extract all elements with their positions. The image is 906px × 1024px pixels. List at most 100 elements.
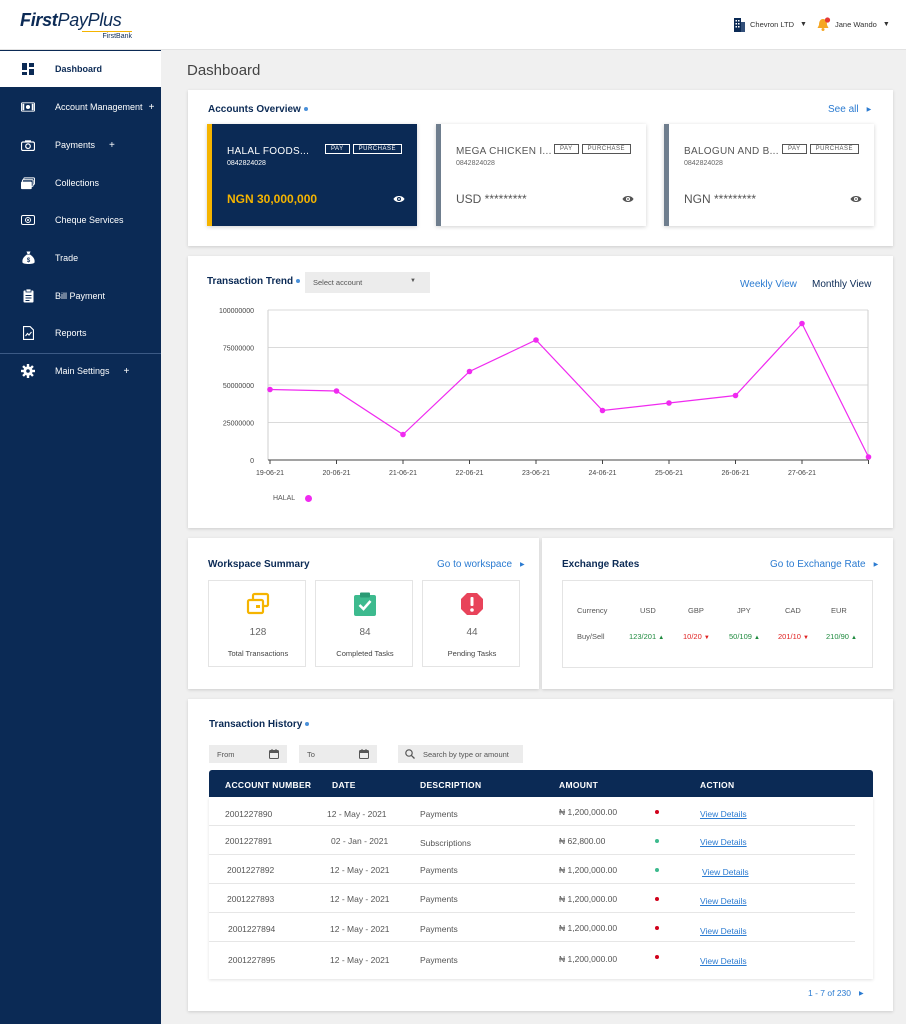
account-card[interactable]: HALAL FOODS... 0842824028 PAY PURCHASE N… — [207, 124, 417, 226]
table-row: 2001227895 12 - May - 2021 Payments ₦ 1,… — [209, 942, 873, 971]
stat-value: 84 — [359, 627, 371, 638]
sidebar-item-reports[interactable]: Reports — [0, 315, 161, 351]
go-to-workspace-link[interactable]: Go to workspace ▶ — [437, 559, 525, 570]
series-line — [269, 322, 870, 458]
x-tick-label: 27-06-21 — [788, 470, 816, 477]
logo[interactable]: FirstPayPlus FirstBank — [20, 10, 132, 40]
legend-swatch — [305, 495, 313, 502]
calendar-icon — [269, 749, 279, 759]
sidebar-item-account-management[interactable]: Account Management + — [0, 89, 161, 125]
cell-amount: ₦ 62,800.00 — [559, 836, 606, 846]
svg-text:$: $ — [26, 258, 30, 264]
currency-code: GBP — [688, 606, 704, 615]
accounts-overview-title: Accounts Overview — [208, 104, 308, 115]
view-details-link[interactable]: View Details — [700, 896, 747, 906]
status-dot — [655, 810, 659, 814]
weekly-view-tab[interactable]: Weekly View — [740, 279, 797, 290]
org-name: Chevron LTD — [750, 20, 795, 29]
sidebar-item-trade[interactable]: $ Trade — [0, 240, 161, 276]
sidebar-item-dashboard[interactable]: Dashboard — [0, 51, 161, 87]
user-menu[interactable]: Jane Wando ▼ — [816, 17, 890, 32]
column-header[interactable]: ACTION — [700, 780, 735, 790]
view-details-link[interactable]: View Details — [700, 956, 747, 966]
see-all-link[interactable]: See all ▶ — [828, 104, 872, 115]
caret-right-icon: ▶ — [859, 991, 864, 998]
data-point — [666, 400, 672, 406]
eye-icon[interactable] — [393, 194, 405, 204]
view-details-link[interactable]: View Details — [700, 809, 747, 819]
y-tick-label: 25000000 — [223, 421, 254, 428]
clipboard-check-icon — [354, 592, 376, 616]
eye-icon[interactable] — [850, 194, 862, 204]
sidebar-item-payments[interactable]: Payments + — [0, 127, 161, 163]
org-switcher[interactable]: Chevron LTD ▼ — [733, 17, 807, 32]
workspace-stat-total[interactable]: 128 Total Transactions — [208, 580, 306, 667]
currency-code: USD — [640, 606, 656, 615]
expand-icon: + — [109, 139, 115, 151]
eye-icon[interactable] — [622, 194, 634, 204]
search-input[interactable]: Search by type or amount — [398, 745, 523, 763]
to-date-input[interactable]: To — [299, 745, 377, 763]
clipboard-icon — [21, 289, 35, 303]
account-balance: NGN ********* — [684, 192, 757, 206]
sidebar-item-collections[interactable]: Collections — [0, 165, 161, 201]
x-tick-label: 24-06-21 — [588, 470, 616, 477]
y-tick-label: 50000000 — [223, 383, 254, 390]
account-balance: USD ********* — [456, 192, 527, 206]
cell-description: Payments — [420, 865, 458, 875]
cell-date: 12 - May - 2021 — [330, 955, 390, 965]
arrow-down-icon: ▼ — [703, 635, 710, 641]
stat-label: Completed Tasks — [336, 649, 394, 658]
monthly-view-tab[interactable]: Monthly View — [812, 279, 872, 290]
account-card[interactable]: BALOGUN AND B... 0842824028 PAY PURCHASE… — [664, 124, 874, 226]
column-header[interactable]: ACCOUNT NUMBER — [225, 780, 312, 790]
sidebar-item-bill-payment[interactable]: Bill Payment — [0, 278, 161, 314]
account-select[interactable]: Select account ▼ — [305, 272, 430, 293]
brand-sub: FirstBank — [82, 31, 132, 40]
go-to-exchange-link[interactable]: Go to Exchange Rate ▶ — [770, 559, 879, 570]
pay-button[interactable]: PAY — [782, 144, 807, 154]
cell-date: 12 - May - 2021 — [330, 924, 390, 934]
view-details-link[interactable]: View Details — [702, 867, 749, 877]
x-tick-label: 21-06-21 — [389, 470, 417, 477]
data-point — [533, 337, 539, 343]
column-header[interactable]: DESCRIPTION — [420, 780, 482, 790]
account-card-accent — [436, 124, 441, 226]
workspace-summary-title: Workspace Summary — [208, 559, 310, 570]
view-details-link[interactable]: View Details — [700, 837, 747, 847]
dashboard-icon — [21, 62, 35, 76]
cell-amount: ₦ 1,200,000.00 — [559, 923, 618, 933]
account-card[interactable]: MEGA CHICKEN I... 0842824028 PAY PURCHAS… — [436, 124, 646, 226]
pagination[interactable]: 1 - 7 of 230 ▶ — [808, 988, 864, 998]
purchase-button[interactable]: PURCHASE — [809, 144, 859, 154]
sidebar-item-cheque-services[interactable]: Cheque Services — [0, 202, 161, 238]
legend-label: HALAL — [273, 495, 296, 502]
view-details-link[interactable]: View Details — [700, 926, 747, 936]
data-point — [865, 454, 872, 460]
workspace-stat-pending[interactable]: 44 Pending Tasks — [422, 580, 520, 667]
cell-description: Payments — [420, 924, 458, 934]
exchange-rates-title: Exchange Rates — [562, 559, 640, 570]
status-dot — [655, 897, 659, 901]
pay-button[interactable]: PAY — [325, 144, 350, 154]
column-header[interactable]: AMOUNT — [559, 780, 599, 790]
sidebar-item-label: Cheque Services — [55, 215, 124, 225]
from-date-input[interactable]: From — [209, 745, 287, 763]
sidebar-item-main-settings[interactable]: Main Settings + — [0, 353, 161, 389]
status-dot — [655, 955, 659, 959]
rate-usd: 123/201 ▲ — [629, 632, 665, 641]
caret-right-icon: ▶ — [866, 107, 872, 114]
sidebar-item-label: Reports — [55, 328, 87, 338]
pay-button[interactable]: PAY — [554, 144, 579, 154]
workspace-stat-completed[interactable]: 84 Completed Tasks — [315, 580, 413, 667]
top-bar: FirstPayPlus FirstBank Chevron LTD ▼ Jan… — [0, 0, 906, 50]
cell-account: 2001227894 — [228, 924, 276, 934]
purchase-button[interactable]: PURCHASE — [352, 144, 402, 154]
arrow-down-icon: ▼ — [803, 635, 809, 641]
column-header[interactable]: DATE — [332, 780, 356, 790]
sidebar-item-label: Payments — [55, 139, 96, 150]
purchase-button[interactable]: PURCHASE — [581, 144, 631, 154]
brand-first: First — [20, 10, 58, 30]
gear-icon — [21, 364, 35, 378]
cell-account: 2001227893 — [227, 894, 275, 904]
